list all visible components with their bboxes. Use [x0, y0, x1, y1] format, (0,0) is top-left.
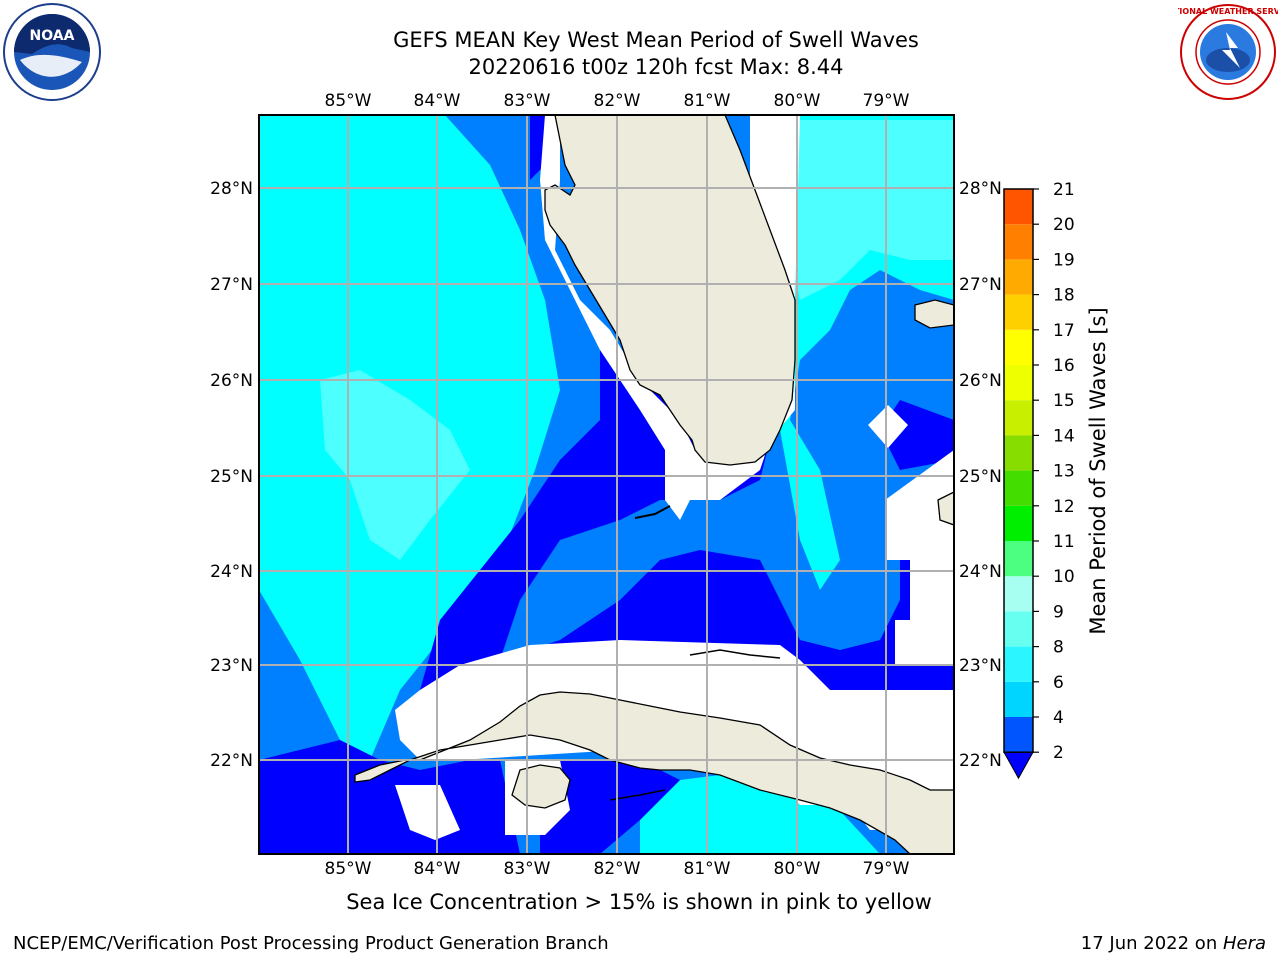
lon-label: 85°W	[325, 859, 372, 879]
colorbar-segment	[1004, 717, 1033, 753]
noaa-logo: NOAA	[2, 2, 102, 102]
map-panel	[259, 115, 954, 854]
lat-label: 26°N	[959, 371, 1002, 391]
land-bahamas-abaco	[914, 299, 954, 329]
land-cuba-north-keys	[689, 649, 781, 659]
lat-label: 28°N	[959, 179, 1002, 199]
no-data-area-bahamas	[868, 405, 908, 448]
colorbar-segment	[1004, 400, 1033, 436]
lon-labels-bottom: 85°W 84°W 83°W 82°W 81°W 80°W 79°W	[325, 859, 910, 879]
colorbar-segment	[1004, 470, 1033, 506]
lat-label: 27°N	[959, 275, 1002, 295]
nws-logo: NATIONAL WEATHER SERVICE	[1162, 2, 1280, 102]
footer-date: 17 Jun 2022 on Hera	[1081, 933, 1266, 954]
lat-labels-left: 28°N 27°N 26°N 25°N 24°N 23°N 22°N	[210, 179, 253, 771]
colorbar-tick-label: 21	[1053, 180, 1075, 200]
colorbar-tick-label: 2	[1053, 743, 1064, 763]
colorbar-tick-label: 18	[1053, 286, 1075, 306]
map-title: GEFS MEAN Key West Mean Period of Swell …	[393, 28, 919, 52]
land-isla-de-la-juventud	[511, 764, 571, 809]
lon-label: 85°W	[325, 91, 372, 111]
colorbar-tick-label: 10	[1053, 567, 1075, 587]
colorbar-segment	[1004, 681, 1033, 717]
colorbar-tick-label: 6	[1053, 673, 1064, 693]
lon-label: 83°W	[504, 91, 551, 111]
colorbar: 2 4 6 8 9 10 11 12 13 14 15 16 17 18 19 20 21	[1003, 180, 1075, 780]
colorbar-label: Mean Period of Swell Waves [s]	[1086, 307, 1110, 634]
lat-label: 23°N	[959, 656, 1002, 676]
colorbar-tick-label: 17	[1053, 321, 1075, 341]
lat-label: 25°N	[959, 467, 1002, 487]
lat-label: 22°N	[210, 751, 253, 771]
lon-label: 84°W	[414, 91, 461, 111]
colorbar-tick-label: 19	[1053, 250, 1075, 270]
graticule	[259, 115, 954, 854]
colorbar-tick-label: 12	[1053, 497, 1075, 517]
lat-label: 24°N	[959, 562, 1002, 582]
period-2-4-region-s	[540, 760, 680, 854]
no-data-area-fl-sw	[540, 115, 700, 470]
footer-machine: Hera	[1222, 933, 1266, 954]
lon-label: 80°W	[774, 859, 821, 879]
lon-label: 79°W	[863, 91, 910, 111]
colorbar-tick-label: 15	[1053, 391, 1075, 411]
lat-label: 23°N	[210, 656, 253, 676]
period-8-9-region	[320, 370, 470, 560]
svg-text:NATIONAL WEATHER SERVICE: NATIONAL WEATHER SERVICE	[1178, 7, 1278, 16]
colorbar-segment	[1004, 259, 1033, 295]
lon-label: 79°W	[863, 859, 910, 879]
colorbar-tick-label: 16	[1053, 356, 1075, 376]
lat-label: 28°N	[210, 179, 253, 199]
map-frame	[258, 114, 955, 855]
svg-text:NOAA: NOAA	[30, 28, 75, 44]
colorbar-segment	[1004, 189, 1033, 225]
lon-label: 82°W	[594, 91, 641, 111]
lon-label: 81°W	[684, 91, 731, 111]
colorbar-segment	[1004, 611, 1033, 647]
sea-ice-note: Sea Ice Concentration > 15% is shown in …	[346, 890, 932, 914]
land-florida-keys	[634, 505, 671, 519]
colorbar-segment	[1004, 224, 1033, 260]
colorbar-segment	[1004, 294, 1033, 330]
no-data-area-sw1	[395, 785, 460, 840]
period-6-8-region-south2	[640, 770, 880, 854]
lat-label: 25°N	[210, 467, 253, 487]
lat-label: 26°N	[210, 371, 253, 391]
lon-label: 84°W	[414, 859, 461, 879]
lon-label: 80°W	[774, 91, 821, 111]
colorbar-segment	[1004, 646, 1033, 682]
footer-date-text: 17 Jun 2022 on	[1080, 933, 1223, 954]
colorbar-tick-label: 14	[1053, 426, 1075, 446]
no-data-area-mid	[895, 620, 954, 664]
lon-label: 83°W	[504, 859, 551, 879]
colorbar-tick-label: 4	[1053, 708, 1064, 728]
colorbar-segment	[1004, 365, 1033, 401]
footer-org: NCEP/EMC/Verification Post Processing Pr…	[13, 933, 609, 954]
colorbar-tick-label: 11	[1053, 532, 1075, 552]
lon-label: 81°W	[684, 859, 731, 879]
lat-labels-right: 28°N 27°N 26°N 25°N 24°N 23°N 22°N	[959, 179, 1002, 771]
colorbar-tick-label: 13	[1053, 462, 1075, 482]
colorbar-tick-label: 9	[1053, 602, 1064, 622]
lon-label: 82°W	[594, 859, 641, 879]
lat-label: 27°N	[210, 275, 253, 295]
land-bahamas-andros	[937, 491, 954, 526]
lat-label: 24°N	[210, 562, 253, 582]
land-cuba	[354, 691, 954, 854]
lon-labels-top: 85°W 84°W 83°W 82°W 81°W 80°W 79°W	[325, 91, 910, 111]
colorbar-tick-label: 8	[1053, 638, 1064, 658]
colorbar-segment	[1004, 435, 1033, 471]
colorbar-segment	[1004, 541, 1033, 577]
period-8-9-region-east	[790, 120, 954, 300]
colorbar-segment	[1004, 329, 1033, 365]
colorbar-tick-label: 20	[1053, 215, 1075, 235]
land-cuba-south-keys	[609, 789, 666, 801]
lat-label: 22°N	[959, 751, 1002, 771]
no-data-area-east	[885, 450, 954, 664]
map-subtitle: 20220616 t00z 120h fcst Max: 8.44	[468, 55, 844, 79]
colorbar-extend-triangle	[1003, 751, 1034, 780]
colorbar-segment	[1004, 576, 1033, 612]
colorbar-segment	[1004, 505, 1033, 541]
